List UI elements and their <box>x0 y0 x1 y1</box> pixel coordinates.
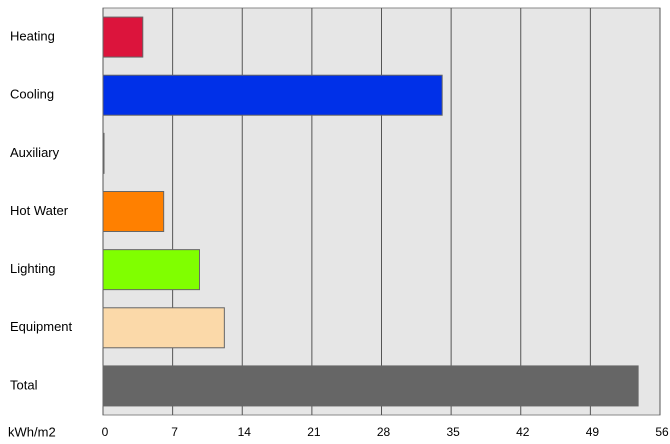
bar <box>102 74 443 116</box>
x-tick-label: 49 <box>586 425 600 439</box>
x-tick-label: 7 <box>171 425 178 439</box>
x-tick-label: 28 <box>377 425 391 439</box>
y-tick-label: Cooling <box>10 87 54 102</box>
x-tick-label: 21 <box>307 425 321 439</box>
y-tick-label: Heating <box>10 29 55 44</box>
bar <box>102 132 105 174</box>
bar <box>102 249 200 291</box>
x-tick-label: 56 <box>655 425 669 439</box>
bar <box>102 307 225 349</box>
y-tick-label: Total <box>10 377 38 392</box>
bar <box>102 191 165 232</box>
x-tick-label: 42 <box>516 425 530 439</box>
y-tick-label: Auxiliary <box>10 145 60 160</box>
x-tick-label: 0 <box>102 425 109 439</box>
x-tick-label: 35 <box>446 425 460 439</box>
y-tick-label: Equipment <box>10 319 73 334</box>
x-axis-label: kWh/m2 <box>8 424 56 439</box>
bar <box>102 16 144 58</box>
bar <box>102 365 639 407</box>
x-tick-label: 14 <box>238 425 252 439</box>
y-tick-label: Hot Water <box>10 203 69 218</box>
y-tick-label: Lighting <box>10 261 56 276</box>
